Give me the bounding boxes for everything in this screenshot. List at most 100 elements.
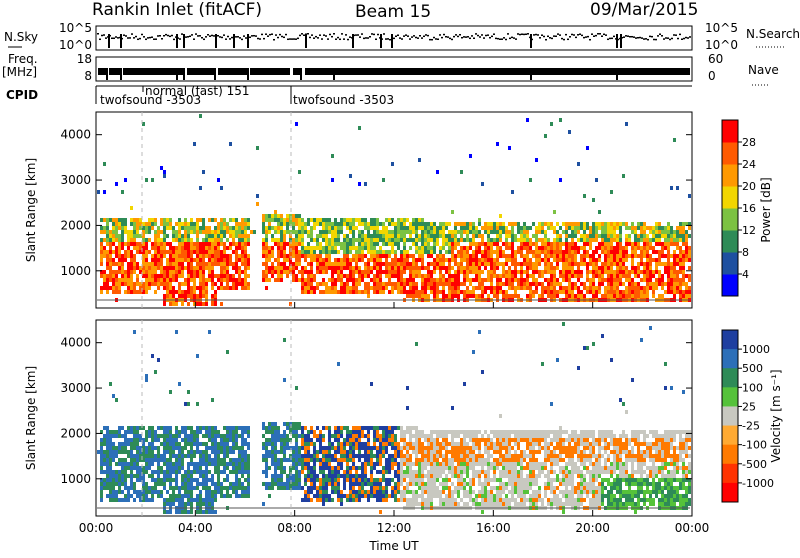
power-cell — [238, 274, 241, 278]
power-cell — [430, 254, 433, 258]
power-cell — [553, 266, 556, 270]
power-cell — [367, 246, 370, 250]
power-cell — [103, 246, 106, 250]
power-cell — [598, 222, 601, 226]
power-cell — [205, 294, 208, 298]
velocity-cell — [376, 462, 379, 466]
power-cell — [664, 282, 667, 286]
velocity-cell — [169, 438, 172, 442]
power-cell — [538, 294, 541, 298]
velocity-cell — [313, 494, 316, 498]
power-cell — [265, 266, 268, 270]
power-cell — [211, 278, 214, 282]
power-cell — [667, 230, 670, 234]
power-cell — [418, 290, 421, 294]
power-cell — [295, 266, 298, 270]
velocity-cell — [205, 446, 208, 450]
velocity-cell — [355, 454, 358, 458]
power-cell — [364, 242, 367, 246]
nsky-point — [197, 35, 199, 37]
power-cell — [460, 262, 463, 266]
power-cell — [436, 254, 439, 258]
velocity-cell — [145, 470, 148, 474]
power-cell — [508, 242, 511, 246]
power-cell — [334, 222, 337, 226]
power-cell — [427, 222, 430, 226]
power-cell — [562, 230, 565, 234]
velocity-cell — [295, 454, 298, 458]
velocity-cell — [124, 486, 127, 490]
velocity-cell — [187, 454, 190, 458]
power-cell — [673, 266, 676, 270]
velocity-cell — [304, 446, 307, 450]
velocity-cell — [280, 438, 283, 442]
power-cell — [541, 270, 544, 274]
power-cell — [649, 266, 652, 270]
power-cell — [277, 246, 280, 250]
power-cell — [541, 282, 544, 286]
power-cell — [685, 258, 688, 262]
power-cell — [655, 234, 658, 238]
power-cell — [673, 258, 676, 262]
power-cell — [622, 270, 625, 274]
velocity-cell — [388, 438, 391, 442]
velocity-cell — [133, 438, 136, 442]
power-cell — [184, 258, 187, 262]
power-cell — [133, 266, 136, 270]
power-cell — [538, 226, 541, 230]
velocity-cell — [337, 426, 340, 430]
power-cell — [391, 238, 394, 242]
freq-segment — [187, 68, 214, 75]
power-cell — [526, 274, 529, 278]
nsky-point — [515, 38, 517, 40]
power-cell — [235, 226, 238, 230]
velocity-cell — [118, 470, 121, 474]
velocity-cell — [334, 446, 337, 450]
power-cell — [514, 238, 517, 242]
velocity-cell — [322, 450, 325, 454]
power-cell — [346, 246, 349, 250]
power-cell — [340, 258, 343, 262]
power-cell — [430, 278, 433, 282]
velocity-cell — [319, 462, 322, 466]
power-cell — [445, 270, 448, 274]
nsky-point — [433, 37, 435, 39]
power-cell — [376, 266, 379, 270]
nsky-point — [441, 37, 443, 39]
power-cell — [649, 270, 652, 274]
power-cell — [286, 266, 289, 270]
power-cell — [589, 246, 592, 250]
velocity-cell — [247, 466, 250, 470]
power-cell — [664, 246, 667, 250]
power-cell — [574, 294, 577, 298]
velocity-cell — [328, 462, 331, 466]
power-cell — [475, 234, 478, 238]
power-cell — [550, 122, 553, 126]
power-cell — [388, 282, 391, 286]
velocity-cell — [100, 442, 103, 446]
nsky-point — [321, 38, 323, 40]
velocity-cell — [109, 478, 112, 482]
power-cell — [184, 266, 187, 270]
power-cell — [586, 286, 589, 290]
power-cell — [244, 242, 247, 246]
power-cell — [262, 254, 265, 258]
power-cell — [568, 278, 571, 282]
power-cell — [196, 250, 199, 254]
velocity-cell — [379, 478, 382, 482]
velocity-cell — [172, 450, 175, 454]
power-cell — [223, 234, 226, 238]
power-cell — [361, 242, 364, 246]
power-cell — [145, 246, 148, 250]
velocity-cell — [244, 454, 247, 458]
power-cell — [181, 226, 184, 230]
power-cell — [511, 294, 514, 298]
power-cell — [199, 278, 202, 282]
power-cell — [577, 274, 580, 278]
velocity-cell — [316, 490, 319, 494]
power-cell — [466, 258, 469, 262]
power-cell — [688, 250, 691, 254]
velocity-cell — [280, 478, 283, 482]
velocity-cell — [232, 446, 235, 450]
power-cell — [232, 234, 235, 238]
